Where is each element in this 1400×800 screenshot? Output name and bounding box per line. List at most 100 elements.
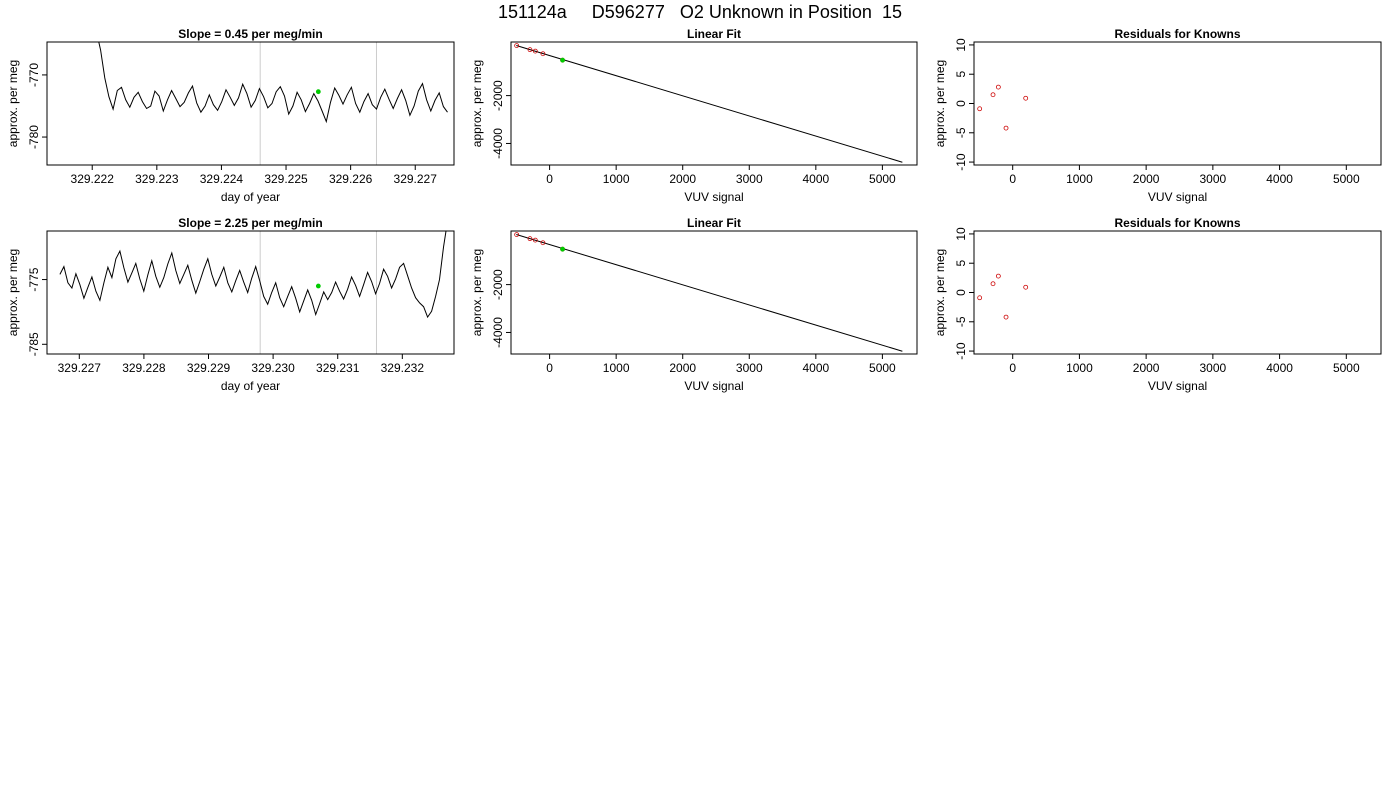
data-point bbox=[540, 240, 546, 246]
x-tick-label: 329.232 bbox=[381, 361, 425, 375]
y-axis-label: approx. per meg bbox=[6, 60, 20, 147]
data-point bbox=[527, 236, 533, 242]
x-tick-label: 1000 bbox=[603, 361, 630, 375]
y-tick-label: -10 bbox=[954, 342, 968, 360]
y-tick-label: 0 bbox=[954, 289, 968, 296]
plot-frame bbox=[973, 41, 1382, 166]
data-point bbox=[532, 48, 538, 54]
x-tick-label: 329.225 bbox=[264, 172, 308, 186]
x-tick-label: 0 bbox=[546, 172, 553, 186]
plot-area bbox=[977, 84, 1029, 131]
y-axis-label: approx. per meg bbox=[470, 249, 484, 336]
highlight-point bbox=[560, 246, 565, 252]
highlight-point bbox=[560, 57, 565, 63]
x-tick-label: 0 bbox=[546, 361, 553, 375]
y-tick-label: 10 bbox=[954, 38, 968, 52]
y-tick-label: -770 bbox=[27, 63, 41, 87]
plot-area bbox=[98, 42, 448, 165]
plot-area bbox=[59, 231, 447, 354]
series-line bbox=[59, 231, 447, 319]
chart-panel-4: Slope = 2.25 per meg/min 329.227 329.228 32… bbox=[6, 216, 455, 393]
y-tick-label: -5 bbox=[954, 127, 968, 138]
plot-frame bbox=[46, 230, 455, 355]
y-axis-label: approx. per meg bbox=[470, 60, 484, 147]
plot-area bbox=[977, 273, 1029, 320]
data-point bbox=[1003, 125, 1009, 131]
plot-frame bbox=[46, 41, 455, 166]
x-axis-label: VUV signal bbox=[1148, 379, 1207, 393]
x-tick-label: 329.230 bbox=[251, 361, 295, 375]
x-axis-label: VUV signal bbox=[684, 190, 743, 204]
data-point bbox=[514, 232, 520, 237]
x-tick-label: 329.223 bbox=[135, 172, 179, 186]
plot-area bbox=[514, 232, 903, 352]
fit-line bbox=[516, 45, 903, 163]
x-tick-label: 3000 bbox=[1200, 361, 1227, 375]
panel-title: Linear Fit bbox=[687, 27, 741, 41]
x-tick-label: 329.222 bbox=[71, 172, 115, 186]
x-tick-label: 329.228 bbox=[122, 361, 166, 375]
fit-line bbox=[516, 234, 903, 352]
x-tick-label: 329.224 bbox=[200, 172, 244, 186]
x-tick-label: 329.227 bbox=[394, 172, 438, 186]
chart-panel-2: Linear Fit 0 1000 2000 3000 4000 5000 -4000 -200… bbox=[470, 27, 918, 204]
x-tick-label: 4000 bbox=[802, 361, 829, 375]
x-tick-label: 4000 bbox=[802, 172, 829, 186]
x-tick-label: 2000 bbox=[1133, 172, 1160, 186]
x-tick-label: 5000 bbox=[1333, 361, 1360, 375]
y-tick-label: -2000 bbox=[491, 269, 505, 300]
x-tick-label: 2000 bbox=[669, 172, 696, 186]
highlight-point bbox=[315, 283, 321, 289]
panel-title: Residuals for Knowns bbox=[1114, 27, 1240, 41]
data-point bbox=[1003, 314, 1009, 320]
data-point bbox=[990, 281, 996, 287]
x-tick-label: 0 bbox=[1009, 361, 1016, 375]
x-tick-label: 5000 bbox=[869, 172, 896, 186]
data-point bbox=[977, 106, 983, 112]
x-axis-label: VUV signal bbox=[1148, 190, 1207, 204]
y-axis-label: approx. per meg bbox=[933, 60, 947, 147]
data-point bbox=[1023, 284, 1029, 290]
x-tick-label: 4000 bbox=[1266, 361, 1293, 375]
y-tick-label: -2000 bbox=[491, 80, 505, 111]
chart-panel-1: Slope = 0.45 per meg/min 329.222 329.223 32… bbox=[6, 27, 455, 204]
x-tick-label: 329.229 bbox=[187, 361, 231, 375]
y-tick-label: 10 bbox=[954, 227, 968, 241]
x-tick-label: 329.227 bbox=[58, 361, 102, 375]
data-point bbox=[990, 92, 996, 98]
data-point bbox=[995, 84, 1001, 90]
y-axis-label: approx. per meg bbox=[933, 249, 947, 336]
chart-panel-3: Residuals for Knowns 0 1000 2000 3000 4000 500… bbox=[933, 27, 1382, 204]
x-tick-label: 0 bbox=[1009, 172, 1016, 186]
x-tick-label: 329.231 bbox=[316, 361, 360, 375]
x-tick-label: 5000 bbox=[1333, 172, 1360, 186]
y-tick-label: -10 bbox=[954, 153, 968, 171]
x-tick-label: 2000 bbox=[669, 361, 696, 375]
figure-title: 151124a D596277 O2 Unknown in Position 1… bbox=[498, 2, 902, 22]
x-tick-label: 3000 bbox=[1200, 172, 1227, 186]
chart-panel-5: Linear Fit 0 1000 2000 3000 4000 5000 -4000 -200… bbox=[470, 216, 918, 393]
x-tick-label: 5000 bbox=[869, 361, 896, 375]
panel-title: Residuals for Knowns bbox=[1114, 216, 1240, 230]
y-axis-label: approx. per meg bbox=[6, 249, 20, 336]
y-tick-label: 5 bbox=[954, 71, 968, 78]
plot-area bbox=[514, 43, 903, 163]
y-tick-label: -775 bbox=[27, 267, 41, 291]
panel-title: Slope = 0.45 per meg/min bbox=[178, 27, 322, 41]
y-tick-label: 0 bbox=[954, 100, 968, 107]
data-point bbox=[514, 43, 520, 48]
highlight-point bbox=[315, 89, 321, 95]
data-point bbox=[995, 273, 1001, 279]
y-tick-label: -5 bbox=[954, 316, 968, 327]
data-point bbox=[1023, 95, 1029, 101]
data-point bbox=[532, 237, 538, 243]
y-tick-label: -4000 bbox=[491, 317, 505, 348]
x-tick-label: 3000 bbox=[736, 361, 763, 375]
x-tick-label: 4000 bbox=[1266, 172, 1293, 186]
plot-frame bbox=[510, 230, 918, 355]
plot-frame bbox=[510, 41, 918, 166]
x-tick-label: 1000 bbox=[1066, 172, 1093, 186]
x-tick-label: 2000 bbox=[1133, 361, 1160, 375]
plot-frame bbox=[973, 230, 1382, 355]
